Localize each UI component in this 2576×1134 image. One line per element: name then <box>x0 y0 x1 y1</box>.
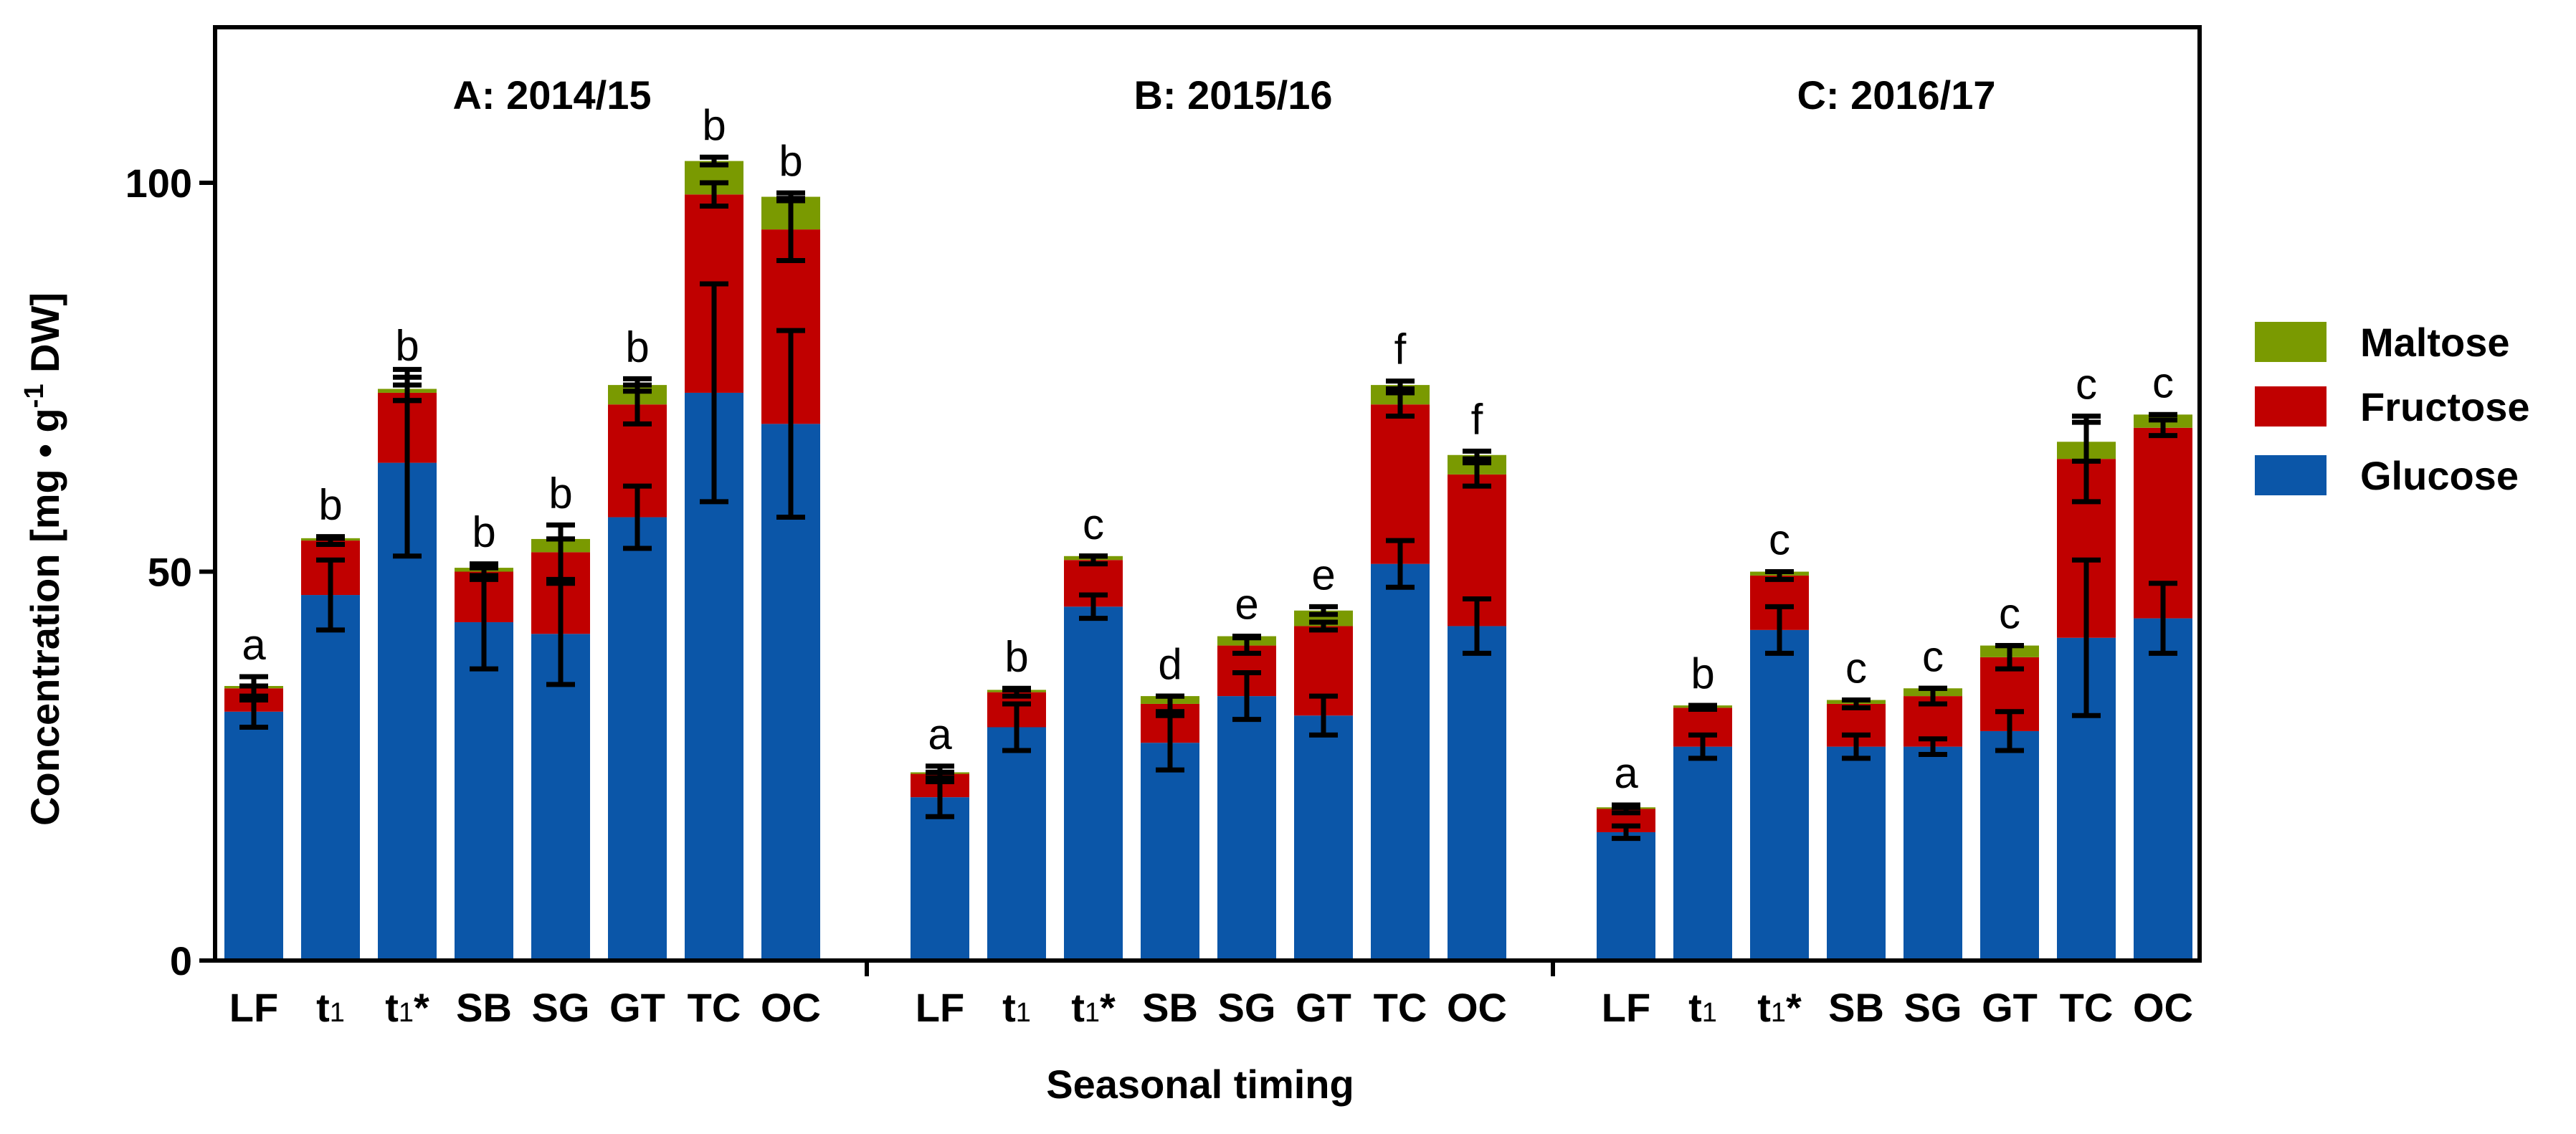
bar-glucose-3-t1* <box>1750 629 1809 961</box>
plot-frame <box>213 25 2202 963</box>
bar-fructose-2-TC <box>1371 404 1430 564</box>
x-tick-label-2-OC: OC <box>1447 985 1507 1030</box>
legend-swatch-fructose <box>2255 386 2327 427</box>
significance-letter-1-t1*: b <box>395 321 419 369</box>
x-tick-label-1-OC: OC <box>761 985 821 1030</box>
y-axis-title-tail: DW] <box>22 292 67 384</box>
significance-letter-1-GT: b <box>625 323 649 371</box>
bar-glucose-2-SB <box>1141 743 1199 961</box>
bar-glucose-1-SG <box>531 634 590 961</box>
x-tick-label-3-LF: LF <box>1602 985 1650 1030</box>
bar-glucose-2-TC <box>1371 563 1430 961</box>
bar-glucose-2-t1* <box>1064 606 1123 961</box>
legend-label-fructose: Fructose <box>2360 384 2530 429</box>
x-tick-label-2-SB: SB <box>1142 985 1198 1030</box>
x-axis-title: Seasonal timing <box>1046 1062 1354 1107</box>
significance-letter-2-LF: a <box>928 710 952 758</box>
legend-label-glucose: Glucose <box>2360 453 2519 498</box>
legend-label-maltose: Maltose <box>2360 320 2510 365</box>
significance-letter-2-TC: f <box>1394 325 1407 373</box>
bar-glucose-3-SB <box>1827 746 1886 961</box>
plot-area: A: 2014/15 a b b b b b b b B: 2015/16 a b c d e e f f C: 2… <box>224 72 2192 961</box>
x-tick-label-2-LF: LF <box>916 985 964 1030</box>
significance-letter-3-OC: c <box>2152 358 2174 406</box>
significance-letter-2-SG: e <box>1235 581 1258 629</box>
x-tick-label-2-t1: t1 <box>1002 985 1031 1030</box>
y-tick-label-0: 0 <box>170 938 192 983</box>
significance-letter-1-OC: b <box>779 137 802 185</box>
panel-title-1: A: 2014/15 <box>452 72 651 118</box>
x-tick-label-2-GT: GT <box>1296 985 1351 1030</box>
significance-letter-2-SB: d <box>1158 640 1182 688</box>
x-tick-label-3-GT: GT <box>1982 985 2038 1030</box>
significance-letter-1-SG: b <box>548 469 572 517</box>
significance-letter-3-t1: b <box>1691 649 1714 697</box>
panel-title-2: B: 2015/16 <box>1133 72 1332 118</box>
significance-letter-2-t1: b <box>1004 632 1028 680</box>
bar-glucose-3-OC <box>2134 618 2192 961</box>
bar-glucose-1-LF <box>224 711 283 961</box>
significance-letter-3-LF: a <box>1614 749 1638 797</box>
axes: 0 50 100 LF t1 t1* SB SG GT TC OC LF t1 t1* SB SG GT TC OC… <box>125 25 2202 1030</box>
panel-title-3: C: 2016/17 <box>1797 72 1995 118</box>
significance-letter-3-SG: c <box>1922 632 1944 680</box>
y-tick-label-100: 100 <box>125 161 192 206</box>
x-tick-label-1-GT: GT <box>609 985 665 1030</box>
significance-letter-2-t1*: c <box>1083 500 1104 548</box>
bar-glucose-3-LF <box>1597 832 1655 961</box>
x-tick-label-3-SB: SB <box>1828 985 1884 1030</box>
x-tick-label-1-TC: TC <box>688 985 741 1030</box>
x-tick-label-1-SB: SB <box>456 985 512 1030</box>
y-tick-label-50: 50 <box>148 550 192 595</box>
x-tick-label-3-SG: SG <box>1904 985 1962 1030</box>
x-tick-label-1-t1: t1 <box>316 985 345 1030</box>
x-tick-label-3-OC: OC <box>2133 985 2193 1030</box>
bar-glucose-1-GT <box>608 517 667 961</box>
bar-glucose-2-LF <box>911 797 969 961</box>
x-tick-label-3-t1*: t1* <box>1757 985 1802 1030</box>
x-tick-label-3-TC: TC <box>2060 985 2114 1030</box>
significance-letter-3-SB: c <box>1845 644 1867 692</box>
bar-glucose-1-t1 <box>301 595 360 961</box>
significance-letter-3-GT: c <box>1999 590 2020 638</box>
labels: Concentration [mg • g-1 DW] Seasonal tim… <box>19 292 1354 1107</box>
legend-swatch-glucose <box>2255 455 2327 495</box>
x-tick-label-2-TC: TC <box>1374 985 1427 1030</box>
x-tick-label-1-LF: LF <box>229 985 278 1030</box>
bar-glucose-2-SG <box>1217 696 1276 961</box>
x-tick-label-1-t1*: t1* <box>385 985 429 1030</box>
x-tick-label-1-SG: SG <box>532 985 590 1030</box>
significance-letter-3-TC: c <box>2076 361 2097 409</box>
bar-glucose-2-OC <box>1448 626 1506 961</box>
bar-glucose-3-GT <box>1980 730 2039 961</box>
significance-letter-1-LF: a <box>242 621 266 669</box>
significance-letter-1-t1: b <box>318 481 342 529</box>
bar-glucose-2-GT <box>1294 715 1353 961</box>
x-tick-label-2-t1*: t1* <box>1071 985 1116 1030</box>
significance-letter-3-t1*: c <box>1769 516 1790 564</box>
significance-letter-2-OC: f <box>1471 395 1483 443</box>
bar-glucose-2-t1 <box>987 727 1046 961</box>
bar-glucose-1-SB <box>455 622 513 961</box>
bar-glucose-3-t1 <box>1673 746 1732 961</box>
x-tick-label-2-SG: SG <box>1218 985 1276 1030</box>
significance-letter-2-GT: e <box>1311 551 1335 599</box>
bar-glucose-3-SG <box>1904 746 1962 961</box>
y-axis-title: Concentration [mg • g-1 DW] <box>19 292 67 826</box>
bar-maltose-2-GT <box>1294 610 1353 626</box>
significance-letter-1-SB: b <box>472 508 495 556</box>
legend: Maltose Fructose Glucose <box>2255 320 2530 498</box>
y-axis-title-exponent: -1 <box>19 384 49 409</box>
significance-letter-1-TC: b <box>702 101 726 149</box>
x-tick-label-3-t1: t1 <box>1688 985 1717 1030</box>
legend-swatch-maltose <box>2255 322 2327 362</box>
y-axis-title-main: Concentration [mg • g <box>22 408 67 826</box>
